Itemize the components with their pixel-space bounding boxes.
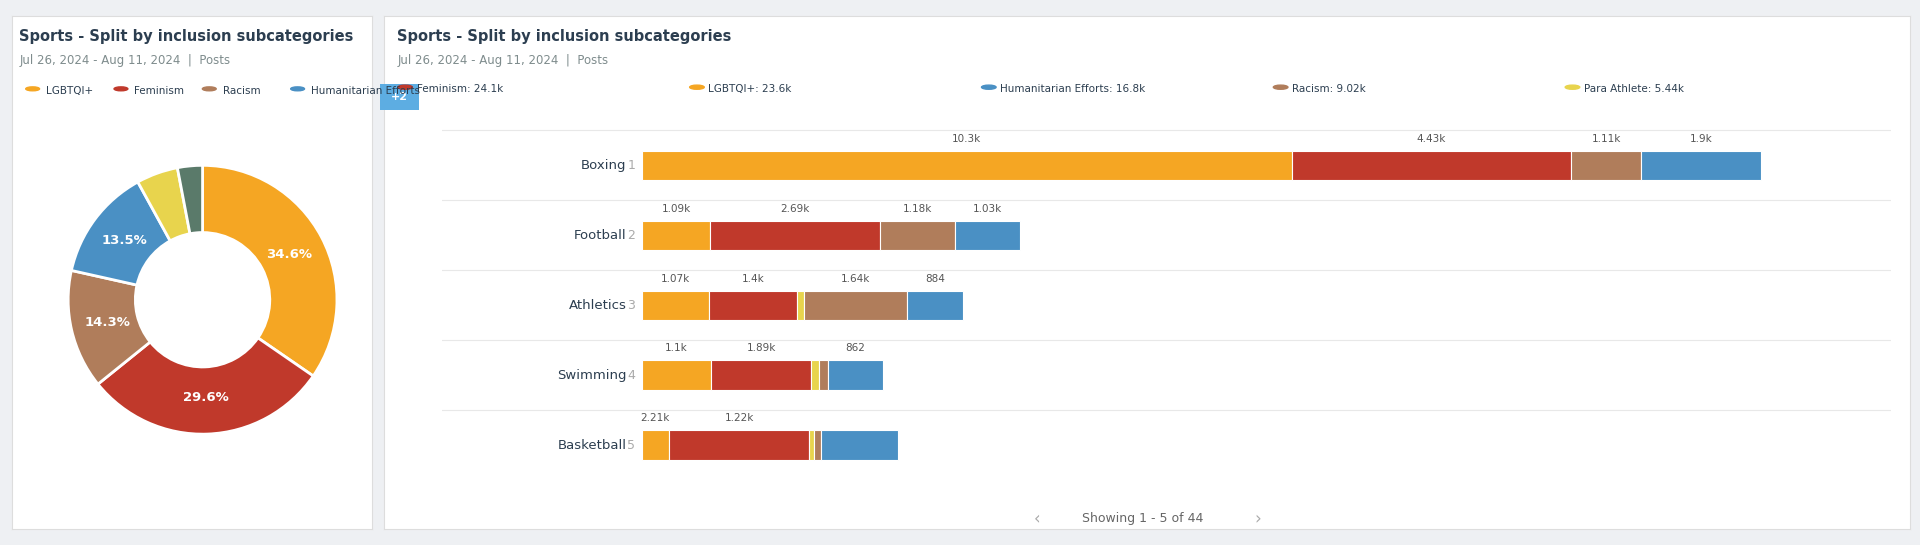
Bar (879, 221, 954, 250)
Text: Para Athlete: 5.44k: Para Athlete: 5.44k (1584, 84, 1684, 94)
Bar (797, 290, 804, 320)
Text: 4.43k: 4.43k (1417, 134, 1446, 144)
Text: 2.69k: 2.69k (781, 204, 810, 214)
Text: 14.3%: 14.3% (84, 316, 131, 329)
Text: 4: 4 (628, 368, 636, 381)
Text: 1.11k: 1.11k (1592, 134, 1620, 144)
Text: +2: +2 (392, 92, 407, 102)
Text: LGBTQI+: LGBTQI+ (46, 86, 94, 96)
Text: 3: 3 (628, 299, 636, 312)
Bar (804, 290, 908, 320)
Text: Showing 1 - 5 of 44: Showing 1 - 5 of 44 (1081, 512, 1204, 525)
Bar (641, 221, 710, 250)
Text: 10.3k: 10.3k (952, 134, 981, 144)
Bar (641, 290, 708, 320)
Text: 884: 884 (925, 274, 945, 283)
Text: Swimming: Swimming (557, 368, 626, 381)
Text: Athletics: Athletics (568, 299, 626, 312)
Text: 1.4k: 1.4k (741, 274, 764, 283)
Text: Feminism: Feminism (134, 86, 184, 96)
Bar (808, 431, 814, 460)
Text: Jul 26, 2024 - Aug 11, 2024  |  Posts: Jul 26, 2024 - Aug 11, 2024 | Posts (397, 54, 609, 68)
Bar (670, 431, 808, 460)
Text: 1.89k: 1.89k (747, 343, 776, 354)
Text: 1: 1 (628, 159, 636, 172)
Text: LGBTQI+: 23.6k: LGBTQI+: 23.6k (708, 84, 791, 94)
Bar (908, 290, 964, 320)
Text: 1.9k: 1.9k (1690, 134, 1713, 144)
Text: ›: › (1254, 510, 1261, 528)
Text: ‹: ‹ (1033, 510, 1041, 528)
Wedge shape (138, 168, 190, 241)
Bar (954, 221, 1020, 250)
Text: 2.21k: 2.21k (641, 413, 670, 423)
Bar (641, 150, 1292, 180)
Wedge shape (69, 270, 150, 384)
Bar (1292, 150, 1571, 180)
Text: 1.1k: 1.1k (664, 343, 687, 354)
Bar (820, 360, 828, 390)
Bar (822, 431, 899, 460)
Text: Racism: Racism (223, 86, 261, 96)
Text: 1.64k: 1.64k (841, 274, 870, 283)
Text: 5: 5 (628, 439, 636, 452)
Text: Jul 26, 2024 - Aug 11, 2024  |  Posts: Jul 26, 2024 - Aug 11, 2024 | Posts (19, 54, 230, 68)
Text: Sports - Split by inclusion subcategories: Sports - Split by inclusion subcategorie… (19, 29, 353, 44)
Bar (708, 290, 797, 320)
Text: Humanitarian Efforts: Humanitarian Efforts (311, 86, 420, 96)
Text: 862: 862 (845, 343, 866, 354)
Text: 1.03k: 1.03k (972, 204, 1002, 214)
Text: Boxing: Boxing (582, 159, 626, 172)
Bar (812, 360, 820, 390)
Text: 29.6%: 29.6% (184, 391, 228, 404)
Text: 1.18k: 1.18k (902, 204, 931, 214)
Text: Football: Football (574, 229, 626, 242)
Text: Basketball: Basketball (557, 439, 626, 452)
Bar (828, 360, 883, 390)
Bar (1571, 150, 1642, 180)
Bar (710, 360, 812, 390)
Wedge shape (98, 338, 313, 434)
Text: 1.22k: 1.22k (724, 413, 755, 423)
Text: Sports - Split by inclusion subcategories: Sports - Split by inclusion subcategorie… (397, 29, 732, 44)
Bar (1642, 150, 1761, 180)
Wedge shape (177, 165, 202, 234)
Text: Feminism: 24.1k: Feminism: 24.1k (417, 84, 503, 94)
Text: 34.6%: 34.6% (267, 247, 313, 261)
Bar (814, 431, 822, 460)
Text: 13.5%: 13.5% (102, 234, 148, 247)
Text: 1.09k: 1.09k (660, 204, 691, 214)
Text: Racism: 9.02k: Racism: 9.02k (1292, 84, 1365, 94)
Wedge shape (71, 182, 171, 285)
Text: 2: 2 (628, 229, 636, 242)
Bar (641, 431, 670, 460)
Bar (710, 221, 879, 250)
Bar (641, 360, 710, 390)
Wedge shape (202, 165, 336, 376)
Text: Humanitarian Efforts: 16.8k: Humanitarian Efforts: 16.8k (1000, 84, 1146, 94)
Text: 1.07k: 1.07k (660, 274, 689, 283)
